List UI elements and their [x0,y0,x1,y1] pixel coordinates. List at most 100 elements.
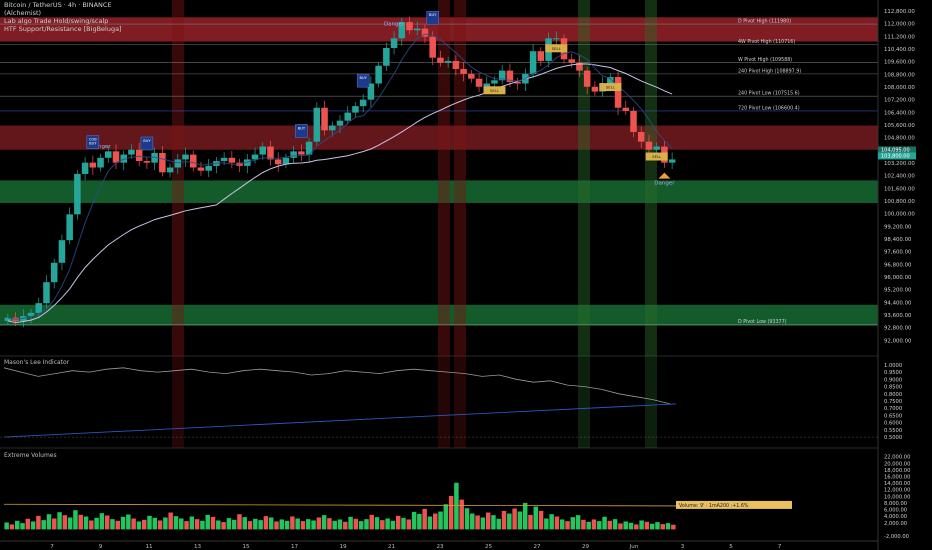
candle-body [498,70,506,81]
sell-signal-tag[interactable] [645,152,668,161]
price-tick-label: 96,800.00 [884,262,912,268]
last-price-tag[interactable] [878,152,916,160]
volume-bar [120,516,126,530]
price-tick-label: 96,000.00 [884,275,912,281]
buy-signal-tag[interactable] [426,10,439,25]
volume-pane-title: Extreme Volumes [4,452,57,459]
pivot-level-label: W Pivot High (109588) [738,57,792,63]
volume-bar [226,518,232,530]
price-tick-label: 110,400.00 [884,47,915,53]
volume-bar [89,520,94,530]
volume-bar [321,515,327,530]
volume-bar [512,508,517,530]
candle-body [251,154,259,160]
price-tick-label: 103,200.00 [884,161,915,167]
volume-bar [538,510,544,530]
volume-bar [671,524,676,530]
sell-signal-tag[interactable] [545,44,568,53]
volume-bar [25,518,31,530]
price-tick-label: 94,400.00 [884,300,912,306]
volume-bar [268,517,274,530]
session-highlight [172,0,184,356]
candle-body [583,70,591,87]
buy-signal-tag[interactable] [356,73,370,88]
time-tick-label: 23 [436,544,444,550]
volume-bar [157,520,163,530]
candle-body [112,151,120,163]
candle-body [460,68,467,74]
volume-bar [665,523,671,530]
volume-bar [496,518,501,530]
volume-bar [491,515,496,530]
volume-bar [99,513,105,530]
price-tick-label: 107,200.00 [884,98,915,104]
session-highlight [438,0,450,356]
time-tick-label: 25 [485,544,493,550]
volume-tick-label: 14,000.00 [884,481,910,487]
volume-bar [78,514,83,530]
volume-bar [618,523,623,530]
volume-bar [279,519,285,530]
candle-body [120,154,127,163]
price-tick-label: 101,600.00 [884,186,915,192]
volume-bar [247,521,253,530]
last-price-text: 104,095.00 [881,147,910,153]
volume-bar [470,513,475,530]
sell-signal-tag[interactable] [599,83,622,92]
candle-body [220,157,228,162]
candle-body [630,110,637,132]
candle-body [228,157,236,163]
volume-bar [189,516,195,530]
volume-bar [480,517,486,530]
volume-tick-label: 22,000.00 [884,455,910,461]
last-price-tag[interactable] [878,146,916,154]
candle-body [336,120,344,126]
volume-bar [104,515,110,530]
volume-bar [332,520,337,530]
candle-body [43,282,50,304]
volume-bar [300,521,306,530]
volume-bar [501,510,507,530]
symbol-title[interactable]: Bitcoin / TetherUS · 4h · BINANCE [4,1,112,9]
price-tick-label: 109,600.00 [884,60,915,66]
time-tick-label: 15 [242,544,250,550]
session-highlight [578,0,590,356]
volume-bar [253,518,258,530]
candle-body [475,78,483,87]
lee-tick-label: 0.9000 [884,377,902,383]
volume-bar [136,521,142,530]
candle-body [81,162,89,174]
candle-body [622,107,630,111]
pivot-level-label: 4W Pivot High (110716) [738,39,795,45]
volume-bar [374,517,380,530]
buy-signal-tag[interactable] [86,135,100,149]
price-tick-label: 98,400.00 [884,237,912,243]
price-tick-label: 100,800.00 [884,199,915,205]
volume-annotation-text: Volume: 9' · 1mA200 :+1.6% [679,503,749,509]
sell-signal-tag[interactable] [483,86,506,95]
price-tick-label: 97,600.00 [884,250,912,256]
candle-body [645,141,653,150]
price-tick-label: 93,600.00 [884,313,912,319]
candle-body [135,149,143,162]
volume-bar [443,504,449,530]
volume-bar [258,520,263,530]
volume-bar [343,521,348,530]
pivot-level-label: 720 Pivot Low (106600.4) [738,105,800,111]
volume-tick-label: 6,000.00 [884,508,907,514]
volume-tick-label: 18,000.00 [884,468,910,474]
volume-bar [586,521,591,530]
candle-body [367,83,375,100]
danger-triangle-icon [658,172,671,179]
buy-signal-tag[interactable] [140,136,154,151]
volume-tick-label: 16,000.00 [884,474,910,480]
session-highlight [172,356,184,448]
candle-body [437,57,444,63]
volume-bar [417,513,422,530]
candle-body [398,22,406,39]
buy-signal-tag[interactable] [295,124,308,138]
sell-signal-text: SELL [490,88,500,93]
volume-bar [147,515,152,530]
volume-bar [337,519,343,530]
